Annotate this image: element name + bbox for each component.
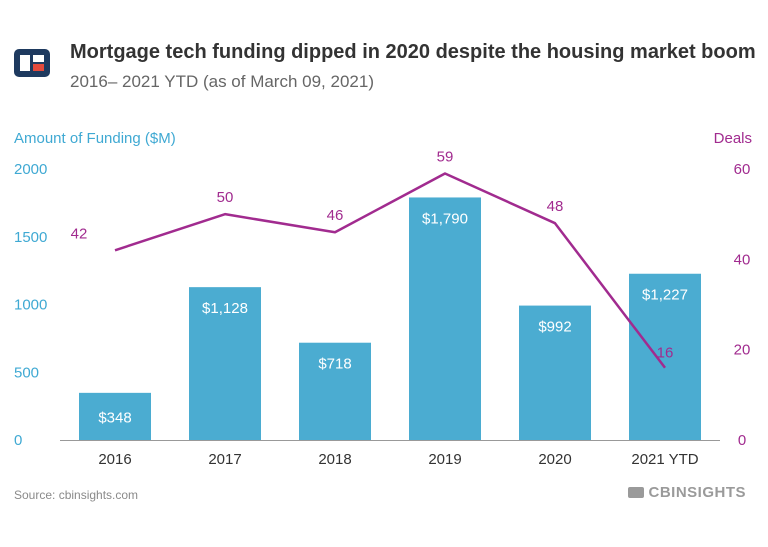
deal-count-label: 42	[71, 225, 88, 242]
brand-mark-icon	[628, 487, 645, 498]
logo-icon	[14, 49, 50, 77]
chart-subtitle: 2016– 2021 YTD (as of March 09, 2021)	[70, 72, 374, 91]
brand-logo: CBINSIGHTS	[628, 484, 746, 501]
bar	[409, 197, 481, 440]
y-left-axis-title: Amount of Funding ($M)	[14, 130, 176, 147]
bar-value-label: $1,790	[422, 210, 468, 227]
x-tick-label: 2020	[538, 451, 571, 468]
x-tick-label: 2016	[98, 451, 131, 468]
y-left-tick-label: 500	[14, 364, 39, 381]
y-right-tick-label: 0	[738, 432, 746, 449]
deal-count-label: 59	[437, 149, 454, 166]
bar	[79, 392, 151, 440]
y-right-tick-label: 40	[734, 251, 751, 268]
y-right-tick-label: 20	[734, 342, 751, 359]
y-left-tick-label: 1500	[14, 229, 47, 246]
bar-value-label: $718	[318, 356, 351, 373]
deal-count-label: 16	[657, 345, 674, 362]
bar-value-label: $1,227	[642, 287, 688, 304]
brand-name: CBINSIGHTS	[648, 484, 746, 501]
bar-value-label: $992	[538, 319, 571, 336]
y-left-tick-label: 1000	[14, 297, 47, 314]
bar	[299, 342, 371, 440]
deal-count-label: 46	[327, 207, 344, 224]
y-left-tick-label: 0	[14, 432, 22, 449]
deal-count-label: 50	[217, 189, 234, 206]
chart-title: Mortgage tech funding dipped in 2020 des…	[70, 41, 756, 63]
x-tick-label: 2021 YTD	[631, 451, 698, 468]
deals-line	[114, 172, 666, 369]
y-right-tick-label: 60	[734, 161, 751, 178]
x-tick-label: 2018	[318, 451, 351, 468]
x-tick-label: 2019	[428, 451, 461, 468]
y-right-axis-title: Deals	[714, 130, 752, 147]
bar-value-label: $1,128	[202, 300, 248, 317]
bar-value-label: $348	[98, 409, 131, 426]
deal-count-label: 48	[547, 198, 564, 215]
source-note: Source: cbinsights.com	[14, 488, 139, 502]
bar	[629, 273, 701, 440]
x-tick-label: 2017	[208, 451, 241, 468]
bar	[519, 305, 591, 440]
y-left-tick-label: 2000	[14, 161, 47, 178]
bar	[189, 287, 261, 440]
